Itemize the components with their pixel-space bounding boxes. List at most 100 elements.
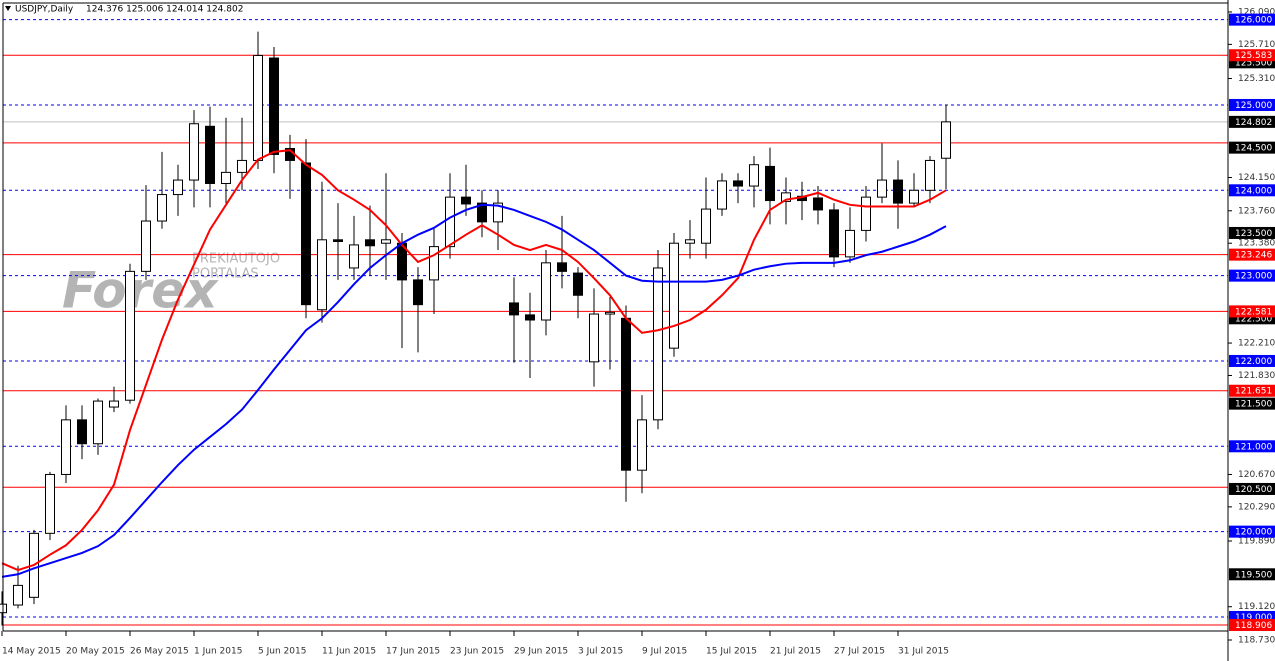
candle-body <box>61 419 71 475</box>
y-tick-label: 124.150 <box>1238 173 1275 183</box>
y-tick-label: 122.210 <box>1238 339 1275 349</box>
candle-body <box>909 189 919 204</box>
level-label-box <box>1229 184 1275 197</box>
level-label-box <box>1229 269 1275 282</box>
y-tick-label: 123.760 <box>1238 206 1275 216</box>
level-label-box <box>1229 354 1275 367</box>
x-tick-label: 31 Jul 2015 <box>898 647 949 657</box>
candle-body <box>349 244 359 269</box>
level-label-box <box>1229 98 1275 111</box>
x-tick-label: 9 Jul 2015 <box>642 647 687 657</box>
candle-body <box>653 267 663 421</box>
candle-body <box>77 419 87 445</box>
x-tick-label: 27 Jul 2015 <box>834 647 885 657</box>
candle-body <box>173 179 183 196</box>
level-label: 123.246 <box>1235 251 1272 261</box>
candle-body <box>365 239 375 247</box>
candle-body <box>573 272 583 296</box>
level-label: 122.581 <box>1235 307 1272 317</box>
y-tick-label: 120.670 <box>1238 470 1275 480</box>
x-tick-label: 29 Jun 2015 <box>514 647 568 657</box>
level-label: 124.802 <box>1235 118 1272 128</box>
y-tick-label: 119.120 <box>1238 602 1275 612</box>
level-label: 121.651 <box>1235 387 1272 397</box>
y-tick-label: 118.730 <box>1238 636 1275 646</box>
candle-body <box>109 400 119 408</box>
level-label: 123.000 <box>1235 272 1272 282</box>
moving-average <box>1 149 947 572</box>
chart-title: USDJPY,Daily <box>15 5 74 15</box>
candle-body <box>877 179 887 198</box>
candle-body <box>381 239 391 244</box>
candle-body <box>93 400 103 445</box>
candle-body <box>605 311 615 315</box>
candle-body <box>541 262 551 321</box>
x-tick-label: 26 May 2015 <box>130 647 189 657</box>
level-label: 122.000 <box>1235 357 1272 367</box>
candle-body <box>637 419 647 471</box>
candle-body <box>493 202 503 223</box>
level-label: 126.000 <box>1235 16 1272 26</box>
y-tick-label: 125.710 <box>1238 40 1275 50</box>
candle-body <box>717 180 727 210</box>
header-icon <box>5 6 11 11</box>
level-label-box <box>1229 56 1275 69</box>
x-tick-label: 11 Jun 2015 <box>322 647 376 657</box>
watermark-line: PREKIAUTOJO <box>192 252 280 267</box>
candle-body <box>589 313 599 363</box>
level-label: 125.500 <box>1235 58 1272 68</box>
axis: 126.090 125.710 125.310 124.150 123.760 123.3… <box>1 7 1275 657</box>
level-label-box <box>1229 248 1275 261</box>
candle-body <box>157 194 167 222</box>
watermark-line: PORTALAS <box>192 267 259 282</box>
level-label-box <box>1229 49 1275 62</box>
candle-body <box>685 239 695 244</box>
level-label-box <box>1229 115 1275 128</box>
x-tick-label: 20 May 2015 <box>66 647 125 657</box>
level-label: 121.000 <box>1235 442 1272 452</box>
candle-body <box>525 314 535 321</box>
candle-body <box>813 197 823 211</box>
level-label: 118.906 <box>1235 621 1272 631</box>
x-tick-label: 15 Jul 2015 <box>706 647 757 657</box>
candle-body <box>509 302 519 316</box>
x-tick-label: 3 Jul 2015 <box>578 647 623 657</box>
candle-body <box>269 57 279 155</box>
candle-body <box>413 279 423 306</box>
candle-body <box>125 270 135 401</box>
candle-body <box>189 123 199 181</box>
candle-body <box>141 220 151 272</box>
candle-body <box>893 179 903 204</box>
level-label-box <box>1229 384 1275 397</box>
level-label: 124.500 <box>1235 144 1272 154</box>
x-tick-label: 21 Jul 2015 <box>770 647 821 657</box>
level-label-box <box>1229 305 1275 318</box>
level-label: 120.000 <box>1235 528 1272 538</box>
level-label-box <box>1229 141 1275 154</box>
x-tick-label: 5 Jun 2015 <box>258 647 306 657</box>
x-tick-label: 23 Jun 2015 <box>450 647 504 657</box>
candle-body <box>461 196 471 205</box>
watermark: Forex PREKIAUTOJO PORTALAS <box>62 252 280 320</box>
candle-body <box>733 180 743 187</box>
candle-body <box>925 159 935 191</box>
y-tick-label: 119.890 <box>1238 537 1275 547</box>
candle-body <box>317 239 327 311</box>
level-label: 120.500 <box>1235 485 1272 495</box>
candle-body <box>765 165 775 202</box>
level-label-box <box>1229 568 1275 581</box>
x-tick-label: 17 Jun 2015 <box>386 647 440 657</box>
plot <box>0 31 951 626</box>
level-label-box <box>1229 525 1275 538</box>
level-label-box <box>1229 482 1275 495</box>
level-label-box <box>1229 397 1275 410</box>
y-tick-label: 126.090 <box>1238 7 1275 17</box>
candle-body <box>557 262 567 272</box>
level-label-box <box>1229 226 1275 239</box>
candle-body <box>749 164 759 187</box>
candle-body <box>829 209 839 258</box>
candle-body <box>861 196 871 231</box>
chart-subtitle: 124.376 125.006 124.014 124.802 <box>86 5 243 15</box>
